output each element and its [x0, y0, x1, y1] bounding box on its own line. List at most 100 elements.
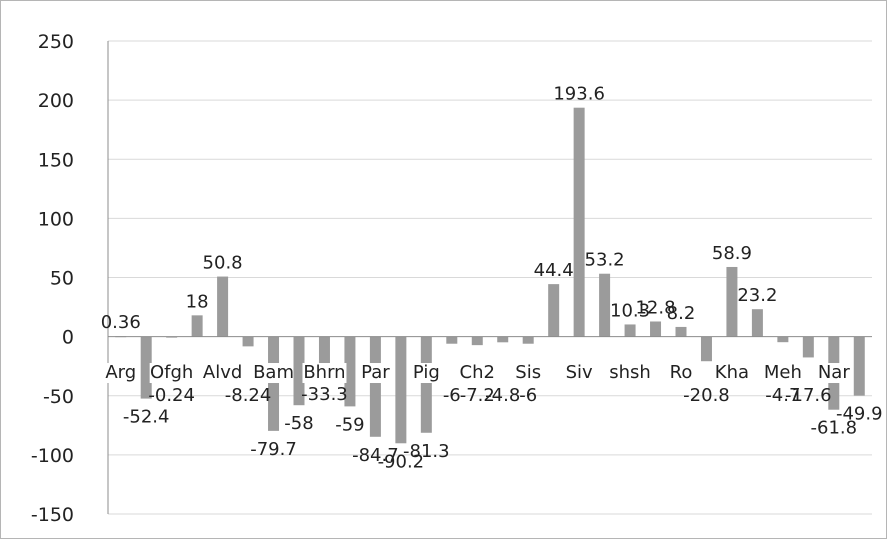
- category-label: Siv: [566, 362, 593, 383]
- bar: [268, 336, 280, 431]
- bar: [140, 336, 152, 399]
- category-label: Ch2: [460, 362, 495, 383]
- bar: [777, 336, 789, 343]
- data-label: 193.6: [553, 84, 605, 105]
- axes: 250 200 150 100 50 0 -50 -100 -150: [31, 31, 872, 526]
- y-tick-label: 0: [62, 327, 74, 349]
- category-label-bg: [358, 363, 393, 384]
- data-label: -4.8: [485, 385, 520, 406]
- category-label-bg: [608, 363, 653, 384]
- data-label: -79.7: [250, 439, 297, 460]
- y-tick-label: 100: [38, 208, 74, 230]
- data-label: -6: [443, 385, 461, 406]
- bar: [751, 309, 763, 337]
- bar: [624, 324, 636, 337]
- category-label: Sis: [515, 362, 541, 383]
- labels: Arg Ofgh Alvd Bam Bhrn Par Pig Ch2 Sis Siv shsh Ro K…: [101, 84, 883, 473]
- data-label: -59: [335, 414, 364, 435]
- category-label-bg: [200, 363, 245, 384]
- bar: [726, 266, 738, 337]
- data-label: -8.24: [225, 385, 272, 406]
- category-label-bg: [103, 363, 138, 384]
- bar: [395, 336, 407, 444]
- data-label: 12.8: [635, 297, 675, 318]
- bar: [420, 336, 432, 433]
- data-label: 44.4: [534, 260, 574, 281]
- category-label: Par: [361, 362, 390, 383]
- category-label-bg: [149, 363, 194, 384]
- data-label: 23.2: [737, 285, 777, 306]
- bar: [853, 336, 865, 396]
- category-label-bg: [302, 363, 347, 384]
- category-label: Bam: [253, 362, 294, 383]
- data-label: -4.7: [765, 385, 800, 406]
- y-tick-label: 50: [50, 268, 74, 290]
- data-label: -49.9: [836, 404, 883, 425]
- data-label: 53.2: [585, 250, 625, 271]
- data-label: -20.8: [683, 385, 730, 406]
- category-label: Pig: [413, 362, 440, 383]
- bar: [497, 336, 509, 343]
- bar: [675, 326, 687, 337]
- gridlines: [108, 40, 872, 515]
- data-label: 50.8: [203, 253, 243, 274]
- data-label: -17.6: [785, 385, 832, 406]
- bar: [548, 284, 560, 337]
- data-label: -0.24: [148, 385, 195, 406]
- data-label: -6: [519, 385, 537, 406]
- y-tick-label: 200: [38, 90, 74, 112]
- category-label: shsh: [609, 362, 651, 383]
- category-label: Meh: [764, 362, 802, 383]
- y-tick-label: -100: [31, 445, 74, 467]
- bar: [242, 336, 254, 347]
- bar: [599, 273, 611, 337]
- category-label-bg: [817, 363, 851, 384]
- y-tick-label: -50: [43, 386, 74, 408]
- data-label: 0.36: [101, 312, 141, 333]
- y-tick-label: 150: [38, 149, 74, 171]
- bar: [802, 336, 814, 358]
- bar: [573, 107, 585, 337]
- bar: [471, 336, 483, 346]
- category-label: Ofgh: [150, 362, 193, 383]
- category-label-bg: [409, 363, 444, 384]
- category-label: Nar: [818, 362, 850, 383]
- data-label: -81.3: [403, 441, 450, 462]
- data-label: -90.2: [378, 451, 425, 472]
- category-label: Kha: [715, 362, 749, 383]
- bar: [650, 321, 662, 337]
- data-label: -33.3: [301, 384, 348, 405]
- data-label: -52.4: [123, 407, 170, 428]
- data-label: -61.8: [811, 418, 858, 439]
- bar: [217, 276, 229, 337]
- category-label-bg: [669, 363, 693, 384]
- category-label: Ro: [670, 362, 693, 383]
- category-label: Bhrn: [303, 362, 345, 383]
- data-label: 58.9: [712, 243, 752, 264]
- bar: [344, 336, 356, 407]
- y-tick-label: -150: [31, 504, 74, 526]
- category-label: Arg: [105, 362, 136, 383]
- category-label: Alvd: [203, 362, 242, 383]
- category-label-bg: [766, 363, 800, 384]
- data-label: 8.2: [667, 303, 696, 324]
- data-label: -7.2: [460, 385, 495, 406]
- bar: [191, 315, 203, 337]
- bar: [318, 336, 330, 377]
- data-label: -84.7: [352, 445, 399, 466]
- data-label: 18: [186, 291, 209, 312]
- bar: [700, 336, 712, 362]
- category-label-bg: [562, 363, 596, 384]
- data-label: -58: [284, 413, 313, 434]
- bar: [446, 336, 458, 344]
- bar: [369, 336, 381, 437]
- category-label-bg: [511, 363, 545, 384]
- bar: [522, 336, 534, 344]
- data-label: 10.3: [610, 300, 650, 321]
- bar: [293, 336, 305, 406]
- category-label-bg: [715, 363, 749, 384]
- category-label-bg: [460, 363, 495, 384]
- y-tick-label: 250: [38, 31, 74, 53]
